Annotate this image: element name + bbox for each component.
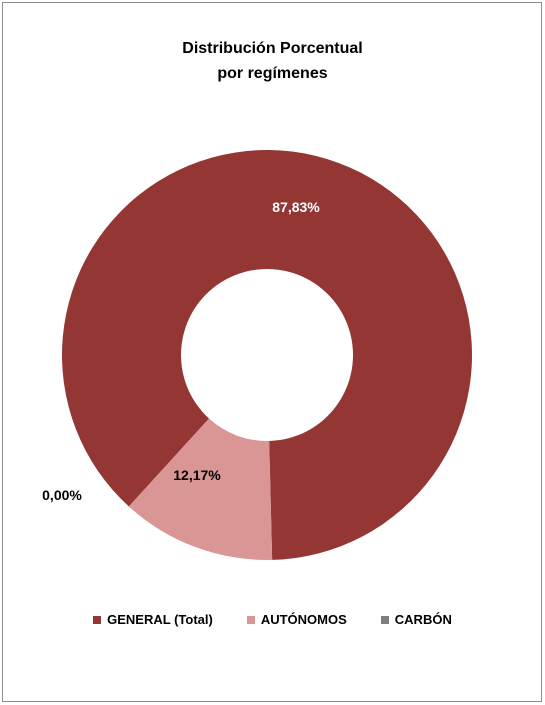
legend-swatch-autonomos bbox=[246, 615, 255, 624]
chart-title-line-1: Distribución Porcentual bbox=[182, 40, 363, 57]
data-label-autonomos: 12,17% bbox=[173, 467, 221, 483]
legend-label-general: GENERAL (Total) bbox=[107, 612, 213, 627]
legend: GENERAL (Total) AUTÓNOMOS CARBÓN bbox=[0, 612, 545, 627]
legend-item-general: GENERAL (Total) bbox=[93, 612, 213, 627]
legend-label-carbon: CARBÓN bbox=[394, 612, 452, 627]
data-label-general: 87,83% bbox=[272, 199, 320, 215]
legend-swatch-carbon bbox=[380, 615, 389, 624]
legend-item-autonomos: AUTÓNOMOS bbox=[246, 612, 347, 627]
legend-item-carbon: CARBÓN bbox=[380, 612, 452, 627]
slice-autonomos bbox=[128, 418, 273, 560]
slice-general bbox=[61, 149, 472, 560]
chart-title-line-2: por regímenes bbox=[217, 65, 328, 82]
data-label-carbon: 0,00% bbox=[42, 487, 82, 503]
legend-swatch-general bbox=[93, 615, 102, 624]
legend-label-autonomos: AUTÓNOMOS bbox=[260, 612, 347, 627]
